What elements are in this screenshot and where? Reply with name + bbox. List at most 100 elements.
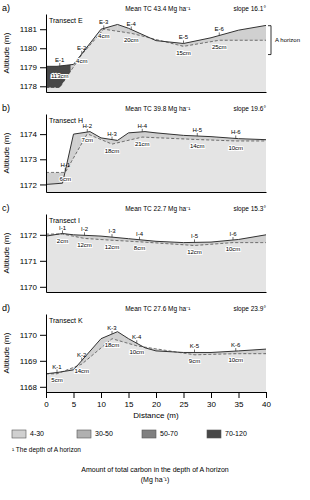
legend-item: 70-120 <box>207 430 247 438</box>
tick-mark <box>46 392 47 398</box>
mean-text: Mean TC 22.7 Mg ha⁻¹ <box>125 205 191 213</box>
tick-label: 1171 <box>20 257 38 266</box>
site-tick <box>136 340 137 343</box>
plot-area <box>46 231 266 293</box>
tick: 40 <box>262 392 271 409</box>
panel: K-1K-2K-3K-4K-5K-65cm14cm18cm10cm9cm10cm… <box>2 303 271 420</box>
axis-line <box>46 115 47 193</box>
amount-label: Amount of total carbon in the depth of A… <box>81 466 229 484</box>
site-label: K-4 <box>132 334 142 340</box>
y-axis: 1170 1171 1172 <box>20 215 47 293</box>
site-tick <box>233 237 234 240</box>
tick-label: 1170 <box>20 283 38 292</box>
depth-label: 21cm <box>135 141 150 147</box>
tick-mark <box>129 392 130 398</box>
tick: 1170 <box>20 331 46 340</box>
surface-line <box>46 332 266 374</box>
tick: 1174 <box>20 130 46 139</box>
x-axis: 0510152025303540 <box>44 392 271 409</box>
panel-texts: I-1I-2I-3I-4I-5I-62cm12cm12cm8cm12cm10cm <box>57 225 241 256</box>
site-label: E-1 <box>55 57 65 63</box>
panel-label: a) <box>2 3 10 13</box>
tick: 1181 <box>20 25 46 34</box>
axis-line <box>47 192 267 193</box>
amount-label-line: (Mg ha⁻¹) <box>141 476 169 484</box>
panel: H-1H-2H-3H-4H-5H-66cm7cm18cm21cm14cm10cm… <box>2 103 267 193</box>
tick-mark <box>40 361 46 362</box>
site-tick <box>235 348 236 351</box>
site-label: H-3 <box>107 131 117 137</box>
subsoil <box>46 24 266 92</box>
tick-label: 1172 <box>20 231 38 240</box>
depth-label: 6cm <box>60 176 71 182</box>
depth-label: 18cm <box>105 148 120 154</box>
site-label: I-2 <box>81 226 89 232</box>
tick-label: 1170 <box>20 331 38 340</box>
plot-area <box>46 24 266 92</box>
tick: 1173 <box>20 155 46 164</box>
y-axis-title: Altitude (m) <box>2 232 11 273</box>
site-label: H-2 <box>82 123 92 129</box>
x-axis-title: Distance (m) <box>133 411 179 420</box>
site-label: I-4 <box>136 231 144 237</box>
x-axis <box>47 192 267 193</box>
tick-mark <box>40 29 46 30</box>
site-label: I-6 <box>229 231 237 237</box>
tick-mark <box>156 392 157 398</box>
tick-label: 5 <box>72 400 77 409</box>
tick: 1178 <box>20 82 46 91</box>
subsoil <box>46 132 266 192</box>
site-tick <box>197 133 198 136</box>
tick-mark <box>40 261 46 262</box>
site-label: H-4 <box>137 123 147 129</box>
panel-label: c) <box>2 203 10 213</box>
tick: 1169 <box>20 357 46 366</box>
axis-line <box>46 215 47 293</box>
tick-label: 15 <box>125 400 134 409</box>
slope-text: slope 23.9° <box>233 305 266 313</box>
tick: 1179 <box>20 63 46 72</box>
tick-label: 35 <box>235 400 244 409</box>
site-tick <box>235 135 236 138</box>
tick-mark <box>40 67 46 68</box>
tick-mark <box>40 387 46 388</box>
site-label: E-4 <box>127 21 137 27</box>
axis-line <box>46 315 47 393</box>
tick: 20 <box>152 392 161 409</box>
site-label: H-6 <box>231 129 241 135</box>
tick-mark <box>40 48 46 49</box>
legend: 4-3030-5050-7070-120 <box>12 430 247 438</box>
tick-label: 1179 <box>20 63 38 72</box>
bracket-line <box>268 26 271 55</box>
site-tick <box>194 239 195 242</box>
plot-area <box>46 331 266 392</box>
y-axis: 1178117911801181 <box>20 15 47 93</box>
tick-mark <box>184 392 185 398</box>
tick-mark <box>239 392 240 398</box>
site-tick <box>59 63 60 66</box>
horizon-segment <box>201 25 266 43</box>
title: Transect H <box>49 117 83 124</box>
depth-label: 12cm <box>77 242 92 248</box>
tick-mark <box>40 184 46 185</box>
site-label: K-6 <box>231 342 241 348</box>
tick: 0 <box>44 392 49 409</box>
site-label: H-1 <box>60 162 70 168</box>
site-label: E-5 <box>179 34 189 40</box>
horizon-bottom <box>46 134 266 172</box>
tick-label: 20 <box>152 400 161 409</box>
depth-label: 12cm <box>187 249 202 255</box>
depth-label: 18cm <box>105 342 120 348</box>
depth-label: 14cm <box>74 368 89 374</box>
x-axis <box>47 292 267 293</box>
panel: I-1I-2I-3I-4I-5I-62cm12cm12cm8cm12cm10cm… <box>2 203 267 293</box>
surface-line <box>46 24 266 66</box>
site-label: K-1 <box>52 364 62 370</box>
slope-text: slope 16.1° <box>233 5 266 13</box>
depth-label: 113cm <box>51 73 69 79</box>
site-tick <box>142 129 143 132</box>
y-axis-title: Altitude (m) <box>2 32 11 73</box>
legend-item: 4-30 <box>12 430 44 438</box>
horizon-bottom <box>46 29 266 87</box>
tick-label: 10 <box>97 400 106 409</box>
